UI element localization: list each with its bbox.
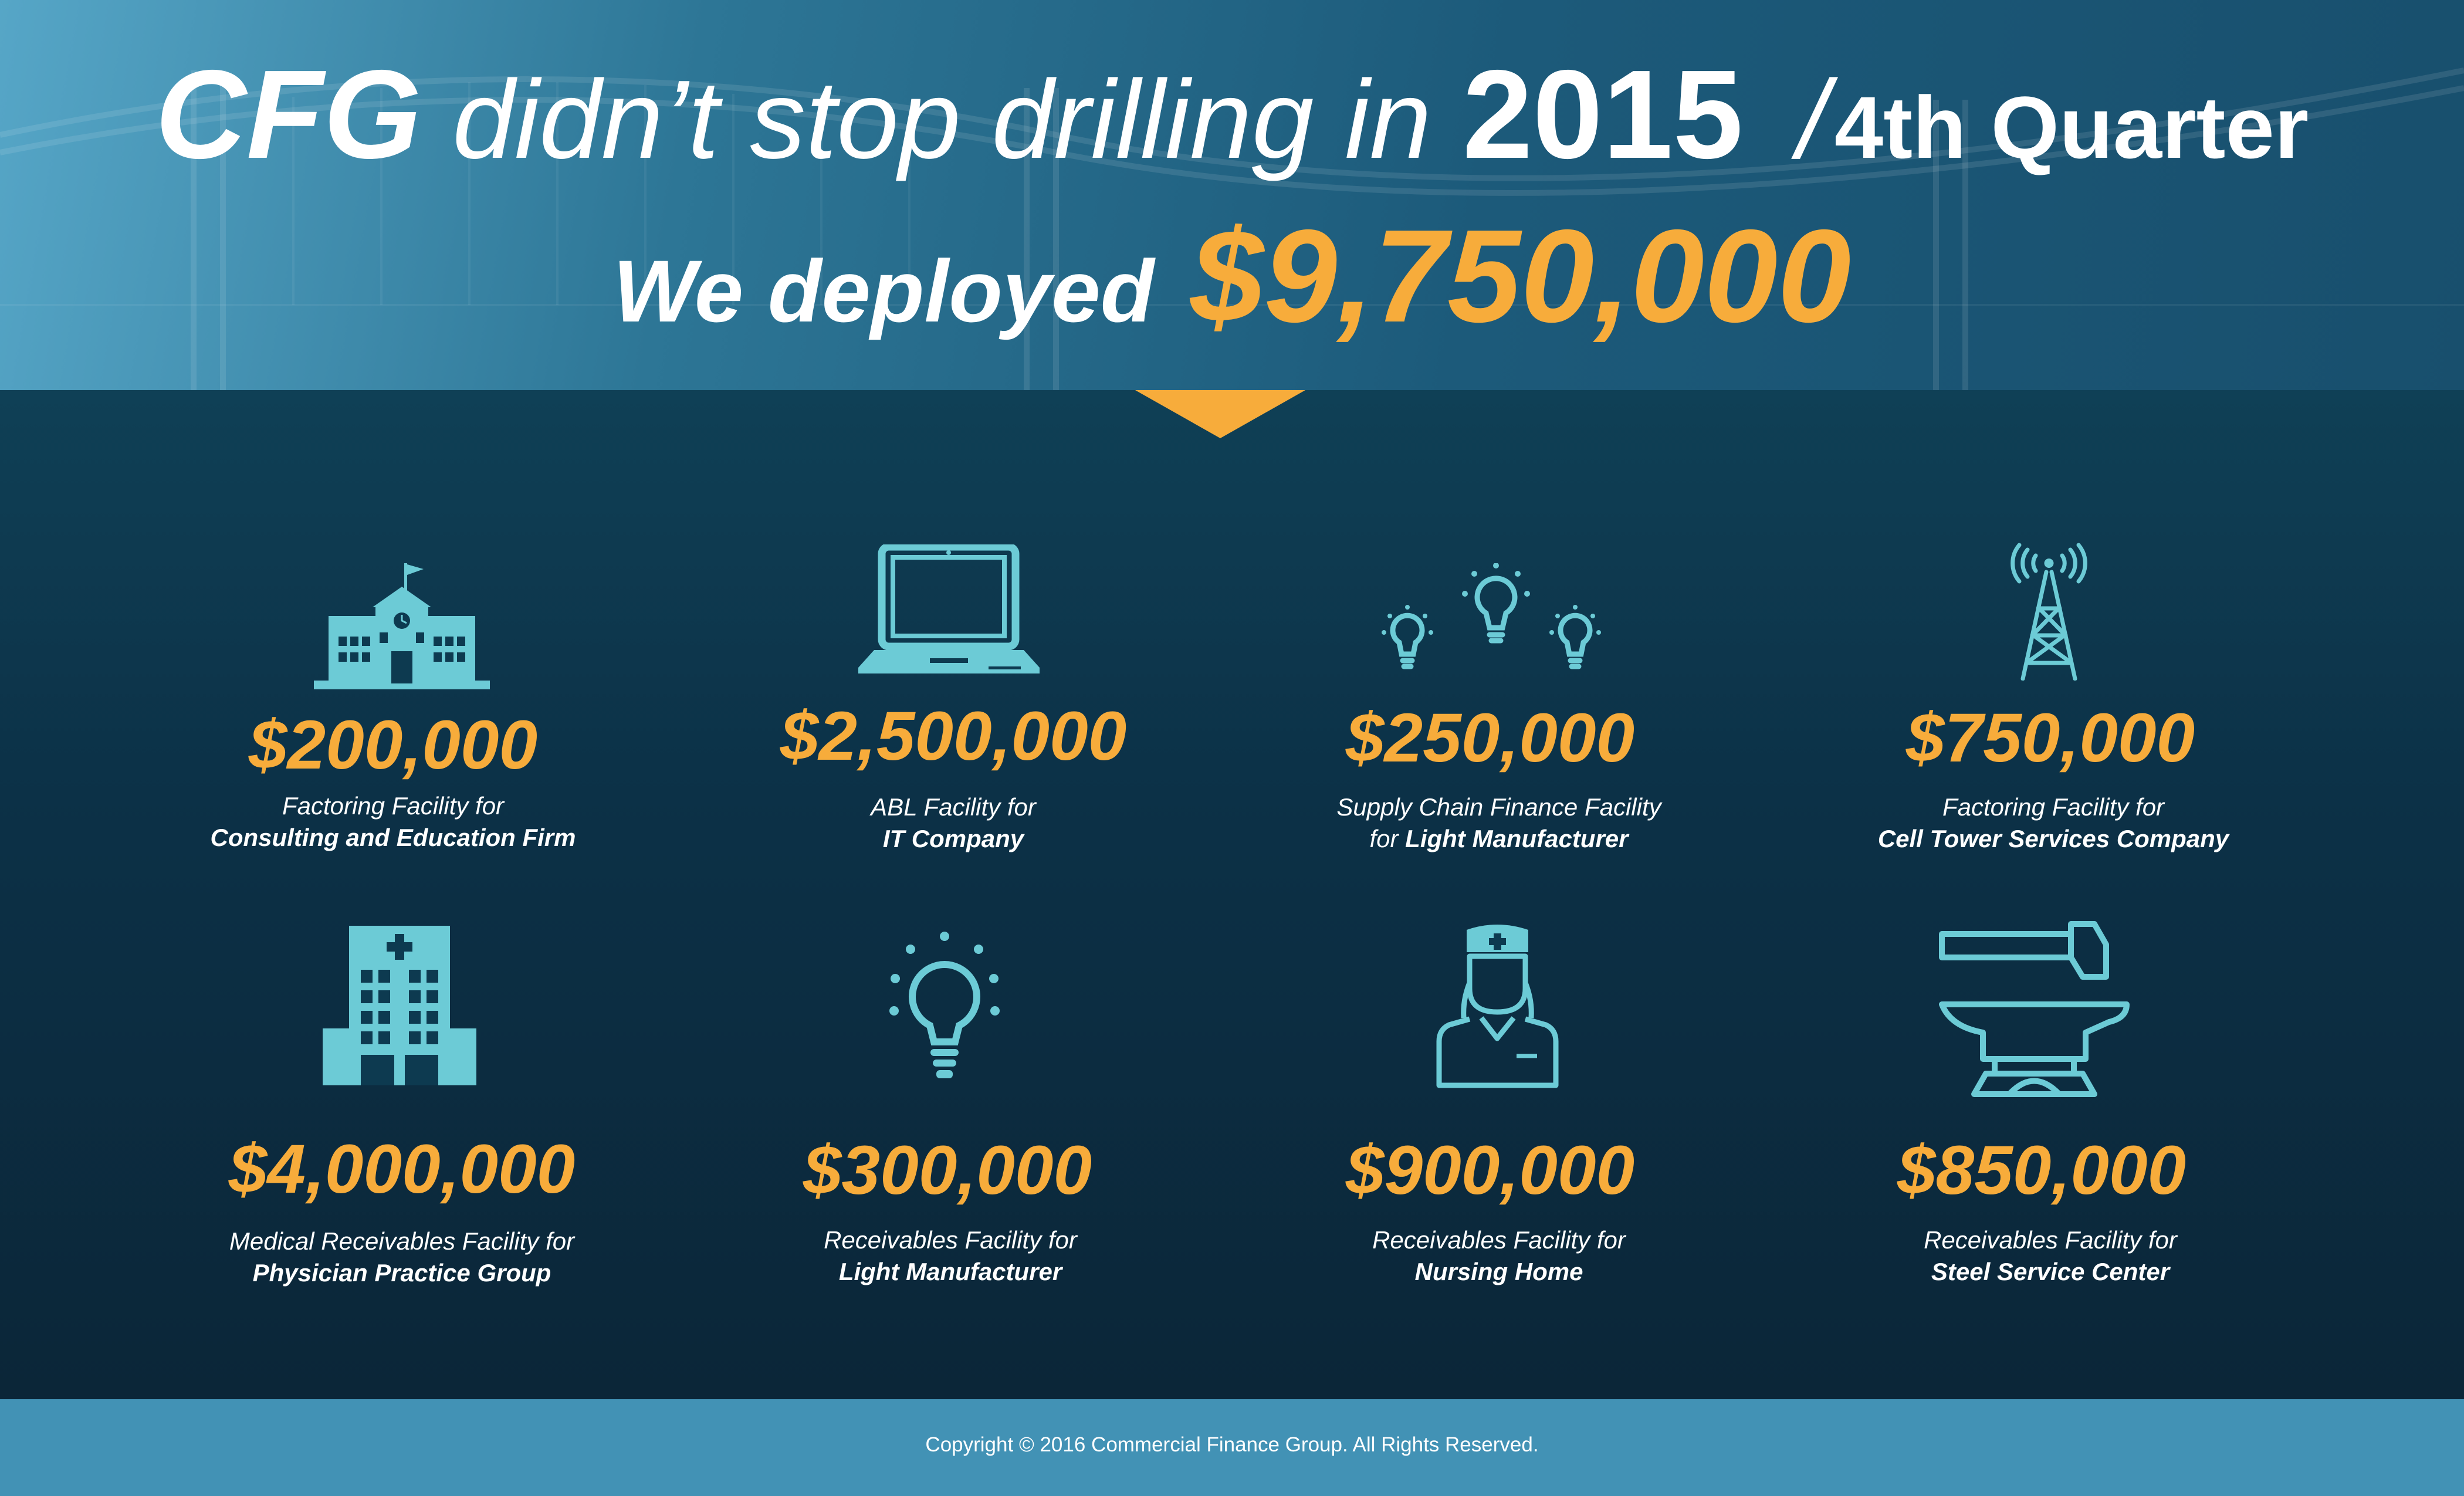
deal-amount: $250,000: [1345, 699, 1635, 777]
deal-facility: Factoring Facility for: [282, 792, 505, 820]
deal-facility: Medical Receivables Facility for: [229, 1227, 575, 1255]
deal-amount: $750,000: [1905, 699, 2195, 777]
deal-facility: Receivables Facility for: [1372, 1226, 1626, 1254]
headline-divider: /: [1797, 57, 1829, 182]
deal-description: Factoring Facility for Consulting and Ed…: [85, 790, 701, 854]
deal-description: Supply Chain Finance Facility for Light …: [1191, 791, 1807, 855]
deal-client-prefix: for: [1369, 825, 1399, 852]
brand-name: CFG: [155, 43, 422, 185]
deployed-amount: $9,750,000: [1190, 202, 1852, 350]
headline-year: 2015: [1462, 43, 1744, 185]
three-lightbulbs-icon: [1382, 563, 1601, 669]
deal-facility: Receivables Facility for: [1924, 1226, 2177, 1254]
deals-panel: [0, 390, 2464, 1399]
deployed-line: We deployed $9,750,000: [0, 208, 2464, 358]
deal-facility: Receivables Facility for: [824, 1226, 1077, 1254]
deal-facility: ABL Facility for: [871, 793, 1036, 821]
deal-client: Physician Practice Group: [252, 1259, 551, 1287]
headline: CFG didn’t stop drilling in 2015 /4th Qu…: [0, 41, 2464, 201]
deal-facility: Supply Chain Finance Facility: [1336, 793, 1661, 821]
deal-amount: $4,000,000: [228, 1131, 576, 1208]
bridge-background-image: [0, 67, 2464, 390]
deal-description: ABL Facility for IT Company: [645, 791, 1261, 855]
anvil-hammer-icon: [1939, 921, 2130, 1097]
lightbulb-icon: [889, 932, 1000, 1078]
copyright-text: Copyright © 2016 Commercial Finance Grou…: [925, 1433, 1539, 1456]
deal-client-line: for Light Manufacturer: [1191, 823, 1807, 855]
deal-facility: Factoring Facility for: [1942, 793, 2165, 821]
deal-description: Receivables Facility for Steel Service C…: [1742, 1224, 2358, 1288]
headline-text: didn’t stop drilling in: [452, 57, 1432, 182]
cell-tower-icon: [2011, 543, 2087, 681]
deal-client: Light Manufacturer: [838, 1258, 1062, 1285]
deal-client: Light Manufacturer: [1405, 825, 1629, 852]
deal-description: Receivables Facility for Nursing Home: [1191, 1224, 1807, 1288]
deal-description: Medical Receivables Facility for Physici…: [94, 1226, 710, 1289]
deal-amount: $850,000: [1897, 1132, 2187, 1209]
deal-description: Factoring Facility for Cell Tower Servic…: [1745, 791, 2361, 855]
deal-amount: $300,000: [803, 1132, 1092, 1209]
deal-amount: $900,000: [1345, 1132, 1635, 1209]
deal-client: Consulting and Education Firm: [210, 824, 576, 851]
deal-client: Nursing Home: [1414, 1258, 1583, 1285]
deal-client: Steel Service Center: [1931, 1258, 2170, 1285]
deal-amount: $2,500,000: [780, 698, 1127, 775]
deal-client: IT Company: [882, 825, 1024, 852]
school-building-icon: [314, 563, 490, 689]
down-arrow-icon: [1135, 390, 1305, 438]
hospital-icon: [323, 926, 476, 1085]
nurse-icon: [1436, 925, 1559, 1088]
deal-amount: $200,000: [248, 706, 538, 784]
headline-quarter: 4th Quarter: [1834, 78, 2309, 177]
deal-client: Cell Tower Services Company: [1877, 825, 2229, 852]
laptop-icon: [858, 544, 1040, 673]
header-banner: CFG didn’t stop drilling in 2015 /4th Qu…: [0, 0, 2464, 390]
deployed-label: We deployed: [612, 242, 1155, 340]
footer: Copyright © 2016 Commercial Finance Grou…: [0, 1399, 2464, 1496]
deal-description: Receivables Facility for Light Manufactu…: [642, 1224, 1258, 1288]
